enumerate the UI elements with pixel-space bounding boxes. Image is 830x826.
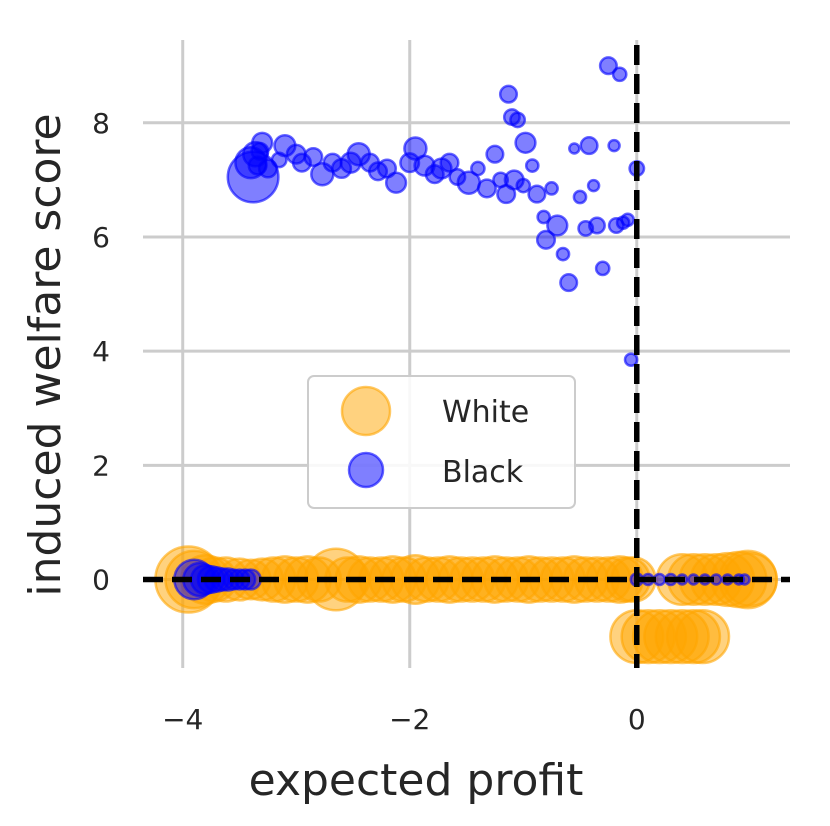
x-axis-label: expected profit xyxy=(249,755,584,806)
y-tick-label-4: 8 xyxy=(92,107,110,140)
x-tick-label-2: 0 xyxy=(628,703,646,736)
point-black-67 xyxy=(546,214,569,237)
point-black-70 xyxy=(568,142,581,155)
y-tick-label-3: 6 xyxy=(92,221,110,254)
point-black-76 xyxy=(594,260,611,277)
point-black-73 xyxy=(579,136,599,156)
legend: White Black xyxy=(307,375,576,509)
legend-label-white: White xyxy=(442,395,529,430)
x-tick-labels: −4 −2 0 xyxy=(162,703,646,736)
series-white xyxy=(154,545,778,665)
point-black-52 xyxy=(476,178,497,199)
data-points xyxy=(154,56,778,665)
point-white-47 xyxy=(674,608,731,665)
point-black-48 xyxy=(439,152,460,173)
y-tick-labels: 0 2 4 6 8 xyxy=(92,107,110,597)
y-tick-label-2: 4 xyxy=(92,335,110,368)
point-black-27 xyxy=(251,131,274,154)
point-black-42 xyxy=(384,171,408,194)
point-black-79 xyxy=(611,66,628,83)
series-black xyxy=(173,56,751,601)
point-black-71 xyxy=(572,189,588,205)
point-black-62 xyxy=(524,158,540,173)
legend-label-black: Black xyxy=(442,455,524,490)
point-black-82 xyxy=(620,212,636,228)
point-black-64 xyxy=(536,209,552,225)
y-tick-label-1: 2 xyxy=(92,449,110,482)
point-black-74 xyxy=(586,178,601,193)
legend-marker-black xyxy=(347,451,385,489)
point-black-65 xyxy=(535,229,557,250)
point-black-60 xyxy=(509,111,527,129)
point-black-75 xyxy=(588,216,606,235)
point-black-69 xyxy=(559,273,579,293)
point-black-78 xyxy=(607,138,621,153)
y-axis-label: induced welfare score xyxy=(20,113,71,596)
point-black-57 xyxy=(515,177,532,194)
x-tick-label-1: −2 xyxy=(389,703,430,736)
point-black-77 xyxy=(598,56,618,76)
reference-lines xyxy=(143,45,790,668)
point-black-53 xyxy=(485,144,505,164)
point-black-51 xyxy=(470,160,486,177)
point-black-63 xyxy=(527,184,547,204)
point-black-33 xyxy=(303,146,324,168)
point-black-68 xyxy=(555,246,571,262)
x-tick-label-0: −4 xyxy=(162,703,203,736)
point-black-66 xyxy=(544,181,559,196)
point-black-83 xyxy=(623,352,639,368)
y-tick-label-0: 0 xyxy=(92,564,110,597)
legend-marker-white xyxy=(340,385,392,437)
point-black-58 xyxy=(498,84,519,104)
point-black-61 xyxy=(514,131,537,154)
